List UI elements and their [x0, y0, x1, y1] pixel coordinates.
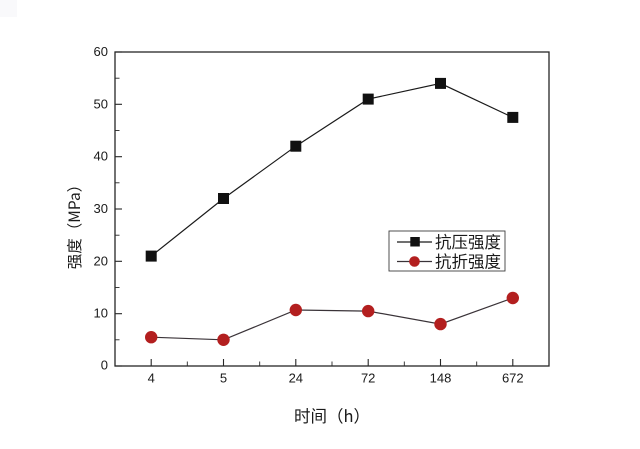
svg-text:抗折强度: 抗折强度 — [435, 249, 501, 273]
svg-text:4: 4 — [148, 371, 155, 386]
svg-text:72: 72 — [361, 371, 375, 386]
svg-text:60: 60 — [94, 44, 108, 59]
svg-text:强度（MPa）: 强度（MPa） — [63, 177, 85, 269]
svg-text:24: 24 — [289, 371, 303, 386]
svg-text:148: 148 — [430, 371, 452, 386]
svg-text:0: 0 — [101, 358, 108, 373]
svg-text:时间（h）: 时间（h） — [294, 403, 370, 427]
svg-text:10: 10 — [94, 306, 108, 321]
svg-text:5: 5 — [220, 371, 227, 386]
svg-text:50: 50 — [94, 96, 108, 111]
svg-text:40: 40 — [94, 149, 108, 164]
svg-text:30: 30 — [94, 201, 108, 216]
svg-text:672: 672 — [502, 371, 524, 386]
svg-text:20: 20 — [94, 253, 108, 268]
